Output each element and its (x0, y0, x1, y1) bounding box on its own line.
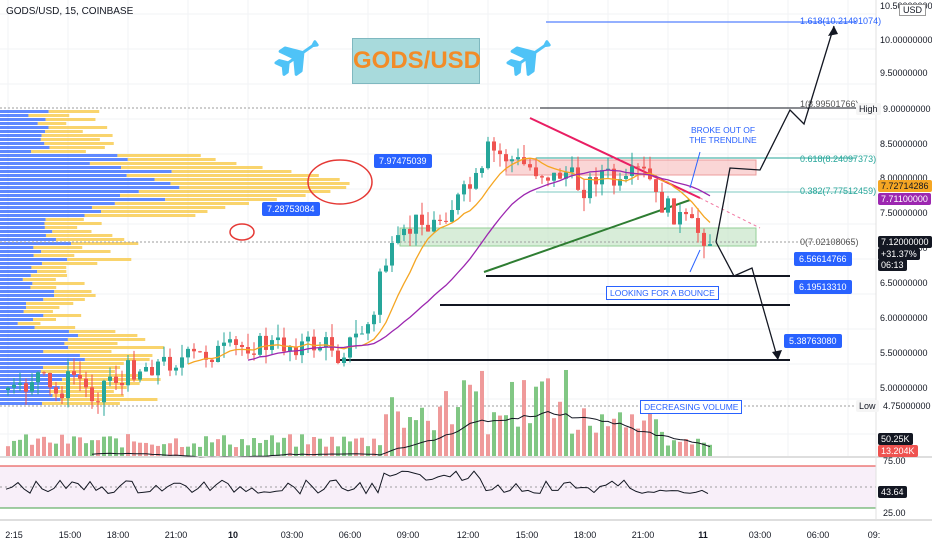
low-value: 4.75000000 (880, 400, 932, 412)
time-tick-label: 15:00 (59, 530, 82, 540)
candles (6, 136, 712, 416)
price-tick-label: 8.50000000 (880, 139, 928, 149)
time-tick-label: 2:15 (5, 530, 23, 540)
arrow-down-icon (772, 350, 782, 360)
price-tick-label: 10.00000000 (880, 35, 932, 45)
fib-1-label: 1(8.99501766) (800, 99, 859, 109)
moving-average-purple (247, 169, 711, 361)
volume-value-2: 13.204K (878, 445, 918, 457)
airplane-icon (274, 40, 319, 76)
currency-button[interactable]: USD (898, 4, 926, 16)
price-tick-label: 8.00000000 (880, 173, 928, 183)
time-tick-label: 06:00 (339, 530, 362, 540)
airplane-icon (506, 40, 551, 76)
bounce-arrow (689, 249, 701, 273)
price-tick-label: 7.50000000 (880, 208, 928, 218)
bullish-projection (715, 25, 835, 243)
time-tick-label: 21:00 (632, 530, 655, 540)
rsi-line (5, 470, 709, 495)
price-label-orange: 7.72714286 (878, 180, 932, 192)
rsi-bottom-label: 25.00 (883, 508, 906, 518)
price-tag-2: 7.28753084 (262, 202, 320, 216)
last-price: 7.12000000 (878, 236, 932, 248)
time-tick-label: 09: (868, 530, 881, 540)
downtrend-extension (699, 197, 761, 229)
time-tick-label: 03:00 (281, 530, 304, 540)
time-tick-label: 11 (698, 530, 708, 540)
rsi-top-label: 75.00 (883, 456, 906, 466)
fib-0-label: 0(7.02108065) (800, 237, 859, 247)
time-tick-label: 06:00 (807, 530, 830, 540)
high-label: High (856, 103, 881, 115)
arrow-up-icon (828, 26, 838, 36)
time-tick-label: 03:00 (749, 530, 772, 540)
time-tick-label: 09:00 (397, 530, 420, 540)
price-tick-label: 5.00000000 (880, 383, 928, 393)
broke-arrow (689, 151, 701, 189)
price-tag-1: 7.97475039 (374, 154, 432, 168)
note-bounce: LOOKING FOR A BOUNCE (606, 286, 719, 300)
chart-title: GODS/USD (353, 47, 482, 74)
chart-title-box: GODS/USD (352, 38, 482, 84)
rsi-value: 43.64 (878, 486, 907, 498)
price-tag-5: 5.38763080 (784, 334, 842, 348)
price-tag-3: 6.56614766 (794, 252, 852, 266)
highlight-circle-1 (307, 159, 373, 205)
price-label-purple: 7.71100000 (878, 193, 931, 205)
time-tick-label: 10 (228, 530, 238, 540)
volume-bars (6, 369, 712, 456)
uptrend-line (483, 199, 691, 273)
countdown: 06:13 (878, 259, 907, 271)
high-value: 9.00000000 (880, 103, 932, 115)
note-broke-trendline: BROKE OUT OF THE TRENDLINE (689, 125, 757, 145)
price-tick-label: 5.50000000 (880, 348, 928, 358)
price-tick-label: 6.00000000 (880, 313, 928, 323)
note-volume: DECREASING VOLUME (640, 400, 743, 414)
bearish-projection (715, 241, 779, 361)
price-change: +31.37% (878, 248, 920, 260)
fib-0382-label: 0.382(7.77512459) (800, 186, 876, 196)
time-tick-label: 18:00 (107, 530, 130, 540)
price-tag-4: 6.19513310 (794, 280, 852, 294)
volume-value-1: 50.25K (878, 433, 913, 445)
time-axis[interactable]: 2:15 15:00 18:00 21:00 10 03:00 06:00 09:00 12:0… (5, 530, 880, 540)
time-tick-label: 18:00 (574, 530, 597, 540)
fib-1618-label: 1.618(10.21491074) (800, 16, 881, 26)
low-label: Low (856, 400, 879, 412)
time-tick-label: 12:00 (457, 530, 480, 540)
time-tick-label: 21:00 (165, 530, 188, 540)
symbol-header[interactable]: GODS/USD, 15, COINBASE (6, 6, 134, 17)
price-tick-label: 9.50000000 (880, 68, 928, 78)
moving-average-orange (187, 157, 711, 365)
highlight-circle-2 (229, 223, 255, 241)
time-tick-label: 15:00 (516, 530, 539, 540)
fib-0618-label: 0.618(8.24097373) (800, 154, 876, 164)
price-tick-label: 6.50000000 (880, 278, 928, 288)
